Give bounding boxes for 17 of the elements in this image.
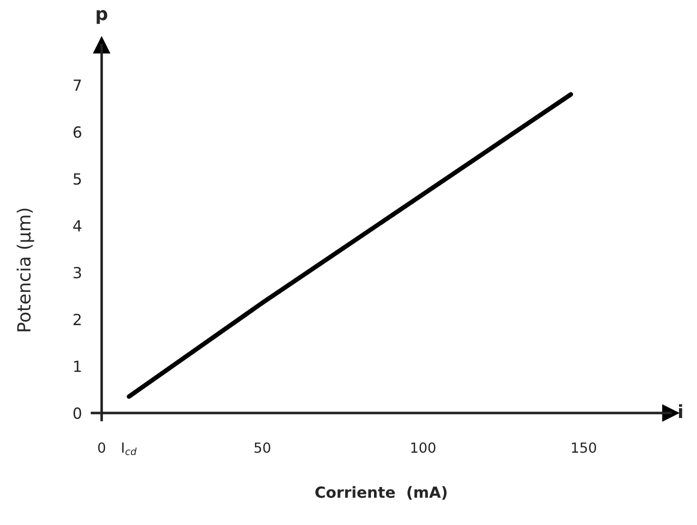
y-tick-label: 3 <box>74 266 81 278</box>
x-tick-label: I$_{cd}$ <box>122 442 137 456</box>
y-tick-label: 4 <box>73 220 82 232</box>
text: i <box>678 404 682 418</box>
text: p <box>96 10 108 24</box>
x-tick-label: 100 <box>411 442 436 453</box>
y-tick-label: 1 <box>74 360 81 372</box>
y-axis-title: Potencia (µm) <box>16 208 34 332</box>
y-tick-label: 7 <box>74 80 81 91</box>
x-tick-label: 50 <box>254 442 270 453</box>
y-tick-label: 6 <box>74 126 82 138</box>
x-tick-label: 0 <box>98 442 106 453</box>
y-tick-label: 2 <box>74 314 81 326</box>
y-tick-label: 0 <box>73 407 82 419</box>
x-axis-title: Corriente (mA) <box>315 486 447 500</box>
x-tick-label: 150 <box>572 442 596 453</box>
y-tick-label: 5 <box>74 173 81 185</box>
